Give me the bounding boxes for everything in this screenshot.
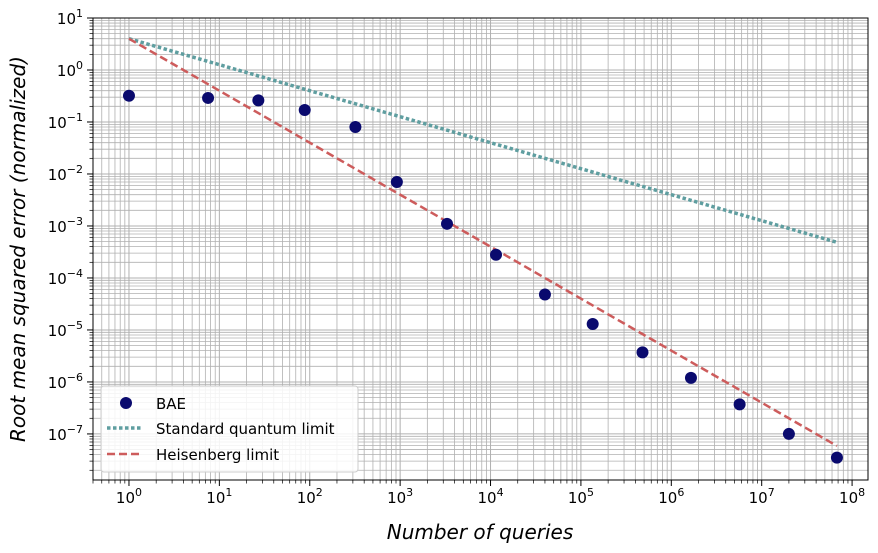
x-tick-label: 106	[658, 486, 684, 507]
y-tick-label: 101	[57, 7, 83, 28]
bae-point	[122, 89, 135, 102]
bae-point	[733, 398, 746, 411]
x-axis-label: Number of queries	[387, 520, 574, 544]
legend-label-bae: BAE	[156, 395, 186, 413]
legend-marker-bae	[120, 397, 132, 409]
x-tick-label: 104	[477, 486, 503, 507]
y-tick-label: 10−1	[48, 111, 83, 132]
legend-label-sql: Standard quantum limit	[156, 420, 335, 438]
y-tick-label: 10−6	[48, 371, 83, 392]
bae-point	[390, 176, 403, 189]
x-tick-label: 103	[387, 486, 413, 507]
y-tick-label: 10−7	[48, 423, 83, 444]
y-tick-label: 10−2	[48, 163, 83, 184]
y-axis-label: Root mean squared error (normalized)	[6, 56, 30, 442]
bae-point	[830, 451, 843, 464]
x-tick-label: 107	[749, 486, 775, 507]
legend-box	[100, 385, 359, 473]
bae-point	[349, 121, 362, 134]
x-tick-label: 108	[839, 486, 865, 507]
bae-point	[490, 248, 503, 261]
bae-points	[122, 89, 843, 464]
legend-label-heisenberg: Heisenberg limit	[156, 446, 279, 464]
y-axis-ticks: 101 100 10−1 10−2 10−3 10−4 10−5 10−6 10−7	[48, 7, 93, 471]
bae-point	[441, 217, 454, 230]
bae-point	[538, 288, 551, 301]
x-tick-label: 102	[297, 486, 323, 507]
x-axis-ticks: 100 101 102 103 104 105 106 107 108	[92, 480, 865, 507]
y-tick-label: 10−4	[48, 267, 83, 288]
x-tick-label: 101	[206, 486, 232, 507]
bae-point	[202, 91, 215, 104]
y-tick-label: 10−5	[48, 319, 83, 340]
bae-point	[586, 318, 599, 331]
y-tick-label: 10−3	[48, 215, 83, 236]
legend: BAE Standard quantum limit Heisenberg li…	[100, 385, 359, 473]
heisenberg-limit-line	[128, 37, 838, 448]
plot-frame	[92, 17, 869, 481]
x-tick-label: 100	[116, 486, 142, 507]
standard-quantum-limit-line	[128, 37, 838, 244]
series-lines	[128, 37, 838, 448]
bae-point	[252, 94, 265, 107]
y-tick-label: 100	[57, 59, 83, 80]
bae-point	[782, 427, 795, 440]
x-tick-label: 105	[568, 486, 594, 507]
bae-point	[684, 371, 697, 384]
bae-point	[636, 346, 649, 359]
bae-point	[298, 104, 311, 117]
